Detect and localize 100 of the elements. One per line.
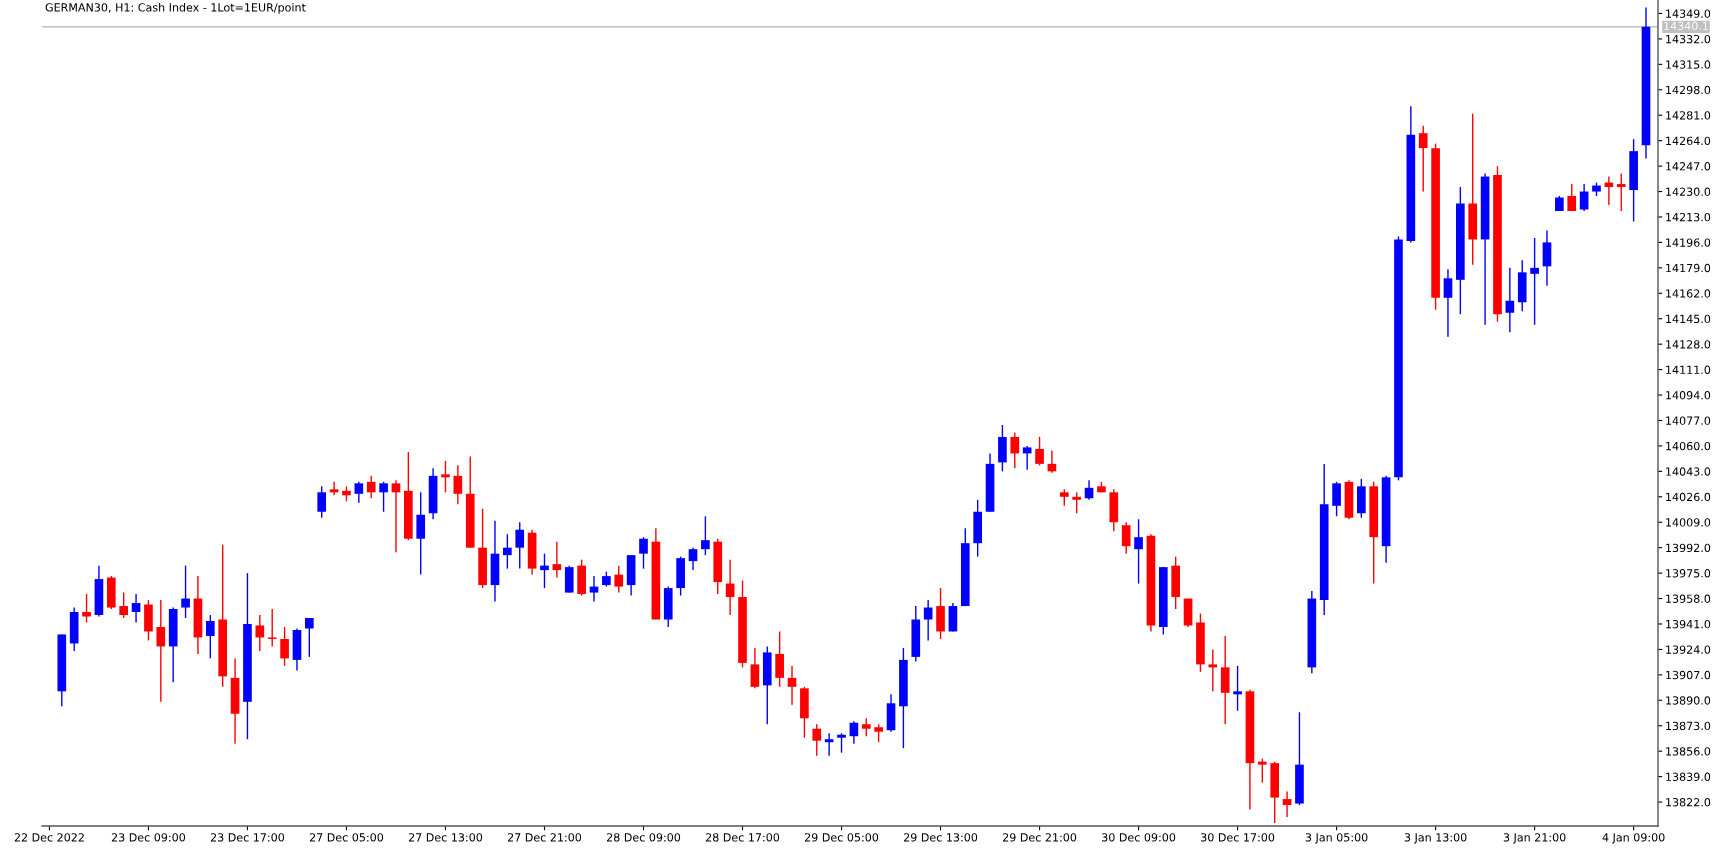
- x-tick-label: 23 Dec 09:00: [111, 833, 186, 842]
- x-tick-label: 27 Dec 21:00: [507, 833, 582, 842]
- candlestick: [267, 608, 277, 648]
- y-tick-label: 13822.0: [1666, 798, 1711, 807]
- y-tick-label: 13856.0: [1666, 747, 1711, 756]
- candlestick: [1134, 518, 1143, 585]
- candlestick: [1035, 436, 1044, 467]
- candlestick: [1418, 125, 1428, 193]
- candlestick: [837, 732, 846, 754]
- candlestick: [1022, 445, 1032, 471]
- candlestick: [1505, 267, 1515, 333]
- candlestick: [1072, 491, 1082, 514]
- ref-line-label: 14340.1: [1664, 21, 1708, 31]
- candlestick: [1542, 229, 1552, 287]
- y-tick-label: 14077.0: [1666, 416, 1711, 425]
- candlestick: [205, 614, 215, 660]
- candlestick: [329, 481, 339, 496]
- x-tick-label: 22 Dec 2022: [14, 833, 84, 842]
- candlestick: [614, 564, 624, 594]
- y-tick-label: 13958.0: [1666, 594, 1711, 603]
- y-tick-label: 14213.0: [1666, 212, 1711, 222]
- candlestick: [1530, 237, 1539, 326]
- candlestick: [131, 593, 141, 624]
- y-tick-label: 14145.0: [1666, 314, 1711, 324]
- y-tick-label: 14128.0: [1666, 340, 1711, 349]
- y-tick-label: 14349.0: [1666, 9, 1711, 18]
- candlestick: [750, 647, 760, 690]
- candlestick: [824, 732, 834, 757]
- candlestick: [503, 533, 512, 570]
- x-tick-label: 28 Dec 17:00: [705, 833, 780, 842]
- y-tick-label: 14009.0: [1666, 518, 1711, 527]
- candlestick: [1121, 521, 1131, 555]
- candlestick: [379, 481, 388, 513]
- y-tick-label: 14281.0: [1666, 111, 1711, 120]
- y-tick-label: 14111.0: [1666, 365, 1711, 374]
- candlestick: [1257, 757, 1267, 784]
- y-tick-label: 13873.0: [1666, 721, 1711, 731]
- candlestick: [1010, 431, 1020, 470]
- x-tick-label: 27 Dec 05:00: [309, 833, 384, 842]
- candlestick: [181, 564, 190, 619]
- candlestick: [1567, 183, 1577, 212]
- candlestick: [552, 540, 562, 579]
- candlestick: [923, 599, 933, 642]
- y-tick-label: 14094.0: [1666, 391, 1711, 400]
- candlestick: [441, 460, 450, 494]
- y-tick-label: 14230.0: [1666, 187, 1711, 196]
- candlestick: [280, 626, 289, 667]
- candlestick: [1616, 172, 1626, 212]
- candlestick: [589, 575, 599, 603]
- y-tick-label: 13941.0: [1666, 619, 1711, 629]
- y-tick-label: 13839.0: [1666, 772, 1711, 781]
- candlestick: [453, 464, 463, 505]
- y-tick-label: 14026.0: [1666, 492, 1711, 502]
- y-tick-label: 14043.0: [1666, 467, 1711, 476]
- candlestick: [688, 546, 698, 571]
- y-tick-label: 14060.0: [1666, 441, 1711, 451]
- candlestick: [366, 475, 376, 499]
- y-tick-label: 14315.0: [1666, 60, 1711, 69]
- candlestick: [119, 591, 129, 619]
- candlestick: [391, 479, 401, 553]
- x-tick-label: 30 Dec 17:00: [1201, 833, 1275, 842]
- candlestick: [1282, 790, 1292, 818]
- candlestick: [354, 481, 364, 504]
- candlestick: [255, 614, 265, 652]
- y-tick-label: 13924.0: [1666, 645, 1711, 654]
- candlestick: [82, 593, 91, 624]
- y-tick-label: 14332.0: [1666, 34, 1711, 44]
- y-tick-label: 13975.0: [1666, 569, 1711, 578]
- x-tick-label: 23 Dec 17:00: [210, 833, 285, 842]
- candlestick: [515, 521, 525, 570]
- candlestick: [787, 665, 797, 706]
- candlestick: [1332, 481, 1341, 517]
- x-tick-label: 3 Jan 13:00: [1404, 833, 1467, 844]
- y-tick-label: 13907.0: [1666, 670, 1711, 680]
- x-tick-label: 30 Dec 09:00: [1102, 833, 1176, 842]
- candlestick: [1233, 665, 1242, 712]
- candlestick: [701, 515, 710, 556]
- x-tick-label: 3 Jan 05:00: [1305, 833, 1368, 844]
- candlestick: [305, 617, 314, 658]
- candlestick: [317, 485, 327, 519]
- x-tick-label: 4 Jan 09:00: [1602, 833, 1665, 844]
- x-tick-label: 3 Jan 21:00: [1503, 833, 1566, 844]
- y-tick-label: 14162.0: [1666, 289, 1711, 298]
- candlestick: [1443, 268, 1453, 338]
- y-tick-label: 13992.0: [1666, 543, 1711, 553]
- y-tick-label: 13890.0: [1666, 696, 1711, 705]
- y-tick-label: 14196.0: [1666, 238, 1711, 247]
- y-tick-label: 14264.0: [1666, 136, 1711, 146]
- x-tick-label: 27 Dec 13:00: [408, 833, 483, 842]
- candlestick: [540, 552, 549, 589]
- candlestick: [1208, 648, 1218, 693]
- y-tick-label: 14247.0: [1666, 162, 1711, 171]
- y-tick-label: 14298.0: [1666, 85, 1711, 95]
- candlestick: [812, 723, 822, 757]
- x-tick-label: 29 Dec 13:00: [903, 833, 978, 842]
- candlestick: [416, 491, 426, 576]
- x-tick-label: 28 Dec 09:00: [606, 833, 681, 842]
- x-tick-label: 29 Dec 21:00: [1003, 833, 1077, 842]
- candlestick: [775, 630, 784, 688]
- y-tick-label: 14179.0: [1666, 263, 1711, 273]
